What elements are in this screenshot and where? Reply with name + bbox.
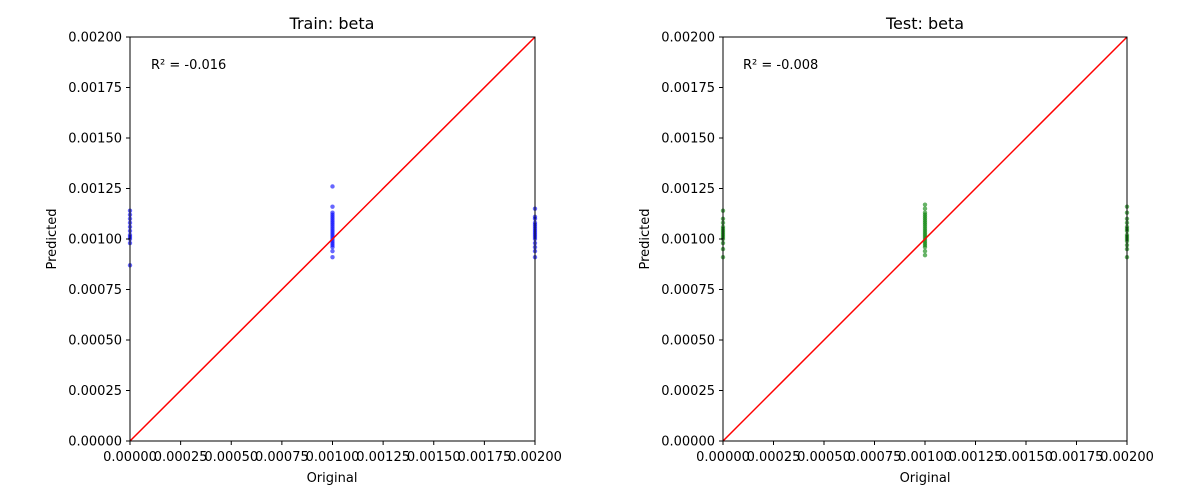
train-y-tick-label: 0.00175 (68, 81, 122, 96)
test-x-ticks: 0.000000.000250.000500.000750.001000.001… (696, 441, 1154, 465)
test-y-ticks: 0.00000 0.00025 0.00050 0.00075 0.00100 0.001… (661, 31, 723, 450)
train-y-tick-label: 0.00150 (68, 132, 122, 147)
test-x-tick-label: 0.00075 (848, 450, 902, 465)
train-data-point (330, 254, 335, 260)
test-data-point (922, 248, 928, 254)
train-y-tick-label: 0.00000 (68, 435, 122, 450)
test-x-axis-label: Original (900, 471, 951, 486)
train-title: Train: beta (289, 14, 375, 33)
train-x-tick-label: 0.00100 (306, 450, 360, 465)
train-x-tick-label: 0.00150 (407, 450, 461, 465)
train-data-point (330, 210, 335, 215)
test-title: Test: beta (885, 14, 964, 33)
test-x-tick-label: 0.00100 (898, 450, 952, 465)
train-y-tick-label: 0.00125 (68, 182, 122, 197)
train-y-tick-label: 0.00075 (68, 283, 122, 298)
train-data-point (330, 184, 335, 189)
test-x-tick-label: 0.00050 (797, 450, 851, 465)
train-x-tick-label: 0.00050 (204, 450, 258, 465)
test-x-tick-label: 0.00175 (1050, 450, 1104, 465)
train-data-point (330, 204, 335, 209)
train-x-tick-label: 0.00175 (457, 450, 511, 465)
test-x-tick-label: 0.00150 (999, 450, 1053, 465)
test-y-tick-label: 0.00025 (661, 384, 715, 399)
test-x-tick-label: 0.00025 (747, 450, 801, 465)
train-identity-line (129, 36, 536, 442)
train-x-tick-label: 0.00125 (356, 450, 410, 465)
train-y-tick-label: 0.00050 (68, 334, 122, 349)
test-y-axis-label: Predicted (638, 208, 653, 269)
train-data-point (330, 248, 335, 254)
test-x-tick-label: 0.00125 (949, 450, 1003, 465)
train-x-axis-label: Original (307, 471, 358, 486)
train-x-tick-label: 0.00200 (508, 450, 562, 465)
test-x-tick-label: 0.00000 (696, 450, 750, 465)
train-x-tick-label: 0.00000 (103, 450, 157, 465)
test-data-point (922, 206, 928, 211)
test-r2-annotation: R² = -0.008 (743, 58, 818, 73)
train-y-axis-label: Predicted (45, 208, 60, 269)
train-x-tick-label: 0.00025 (154, 450, 208, 465)
test-points-layer (720, 202, 1130, 260)
train-y-ticks: 0.00000 0.00025 0.00050 0.00075 0.00100 0.001… (68, 31, 130, 450)
test-y-tick-label: 0.00200 (661, 31, 715, 46)
train-points-layer (127, 184, 538, 268)
train-panel: Train: beta 0.000000.000250.000500.00075… (45, 14, 562, 486)
train-r2-annotation: R² = -0.016 (151, 58, 226, 73)
train-y-tick-label: 0.00200 (68, 31, 122, 46)
test-y-tick-label: 0.00075 (661, 283, 715, 298)
test-data-point (922, 210, 928, 215)
test-y-tick-label: 0.00100 (661, 233, 715, 248)
test-x-tick-label: 0.00200 (1100, 450, 1154, 465)
test-panel: Test: beta 0.000000.000250.000500.000750… (638, 14, 1154, 486)
test-data-point (922, 202, 928, 207)
test-y-tick-label: 0.00150 (661, 132, 715, 147)
test-y-tick-label: 0.00125 (661, 182, 715, 197)
test-data-point (922, 252, 928, 258)
test-y-tick-label: 0.00050 (661, 334, 715, 349)
test-identity-line (722, 36, 1128, 442)
train-x-ticks: 0.000000.000250.000500.000750.001000.001… (103, 441, 562, 465)
train-y-tick-label: 0.00100 (68, 233, 122, 248)
test-y-tick-label: 0.00175 (661, 81, 715, 96)
test-y-tick-label: 0.00000 (661, 435, 715, 450)
train-x-tick-label: 0.00075 (255, 450, 309, 465)
train-y-tick-label: 0.00025 (68, 384, 122, 399)
